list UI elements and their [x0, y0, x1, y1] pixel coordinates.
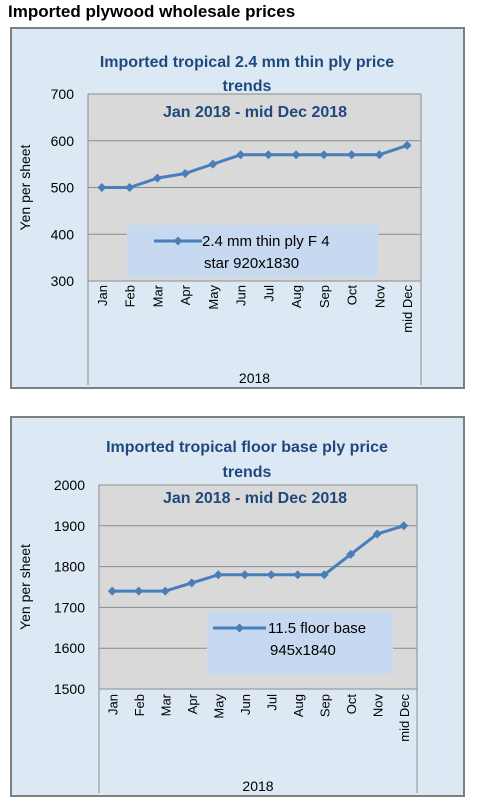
- data-point: [346, 549, 356, 559]
- y-tick-label: 600: [51, 133, 75, 149]
- x-tick-label: May: [211, 694, 226, 719]
- floor-base-chart-svg: Imported tropical floor base ply price tr…: [17, 439, 418, 794]
- y-tick-label: 1500: [54, 681, 85, 697]
- data-point: [240, 570, 250, 580]
- x-tick-label: Sep: [317, 694, 332, 717]
- x-tick-label: Feb: [132, 694, 147, 716]
- legend-label-line-2: star 920x1830: [204, 255, 299, 272]
- x-tick-label: Oct: [345, 285, 360, 306]
- y-tick-label: 300: [51, 273, 75, 289]
- x-tick-label: Jan: [105, 694, 120, 715]
- y-tick-label: 500: [51, 180, 75, 196]
- x-tick-label: Mar: [150, 284, 165, 307]
- page-title: Imported plywood wholesale prices: [8, 2, 296, 21]
- legend-label-line-2: 945x1840: [270, 642, 336, 659]
- y-tick-label: 1900: [54, 518, 85, 534]
- x-tick-label: Jun: [234, 285, 249, 306]
- x-tick-label: Nov: [370, 694, 385, 718]
- thin-ply-chart: Imported tropical 2.4 mm thin ply price t…: [10, 27, 465, 389]
- x-tick-label: Jun: [238, 694, 253, 715]
- x-tick-label: Jul: [261, 285, 276, 302]
- data-point: [263, 150, 273, 160]
- chart-subtitle: Jan 2018 - mid Dec 2018: [163, 490, 347, 507]
- x-tick-label: Apr: [178, 284, 193, 305]
- data-point: [319, 150, 329, 160]
- data-point: [97, 183, 107, 192]
- data-point: [152, 173, 162, 183]
- x-axis-label: 2018: [239, 370, 270, 386]
- x-tick-label: mid Dec: [400, 285, 415, 333]
- data-point: [134, 586, 144, 596]
- x-tick-label: Nov: [372, 285, 387, 309]
- x-tick-label: May: [206, 285, 221, 310]
- y-tick-label: 1800: [54, 559, 85, 575]
- chart-subtitle: Jan 2018 - mid Dec 2018: [163, 104, 347, 121]
- data-point: [372, 529, 382, 539]
- x-tick-label: Mar: [158, 693, 173, 716]
- data-point: [402, 140, 412, 150]
- y-tick-label: 1600: [54, 640, 85, 656]
- data-point: [319, 570, 329, 580]
- data-point: [187, 578, 197, 588]
- data-point: [213, 570, 223, 580]
- x-tick-label: Aug: [289, 285, 304, 308]
- x-axis-label: 2018: [242, 778, 273, 794]
- y-tick-label: 2000: [54, 477, 85, 493]
- floor-base-chart: Imported tropical floor base ply price tr…: [10, 416, 465, 797]
- legend-label: 11.5 floor base: [268, 620, 366, 637]
- series-line: [101, 144, 408, 189]
- y-tick-label: 700: [51, 86, 75, 102]
- data-point: [399, 521, 409, 531]
- data-point: [107, 586, 117, 596]
- legend-box: [207, 612, 393, 674]
- data-point: [125, 183, 135, 192]
- legend-marker: [235, 623, 244, 633]
- chart-title-line-2: trends: [223, 464, 272, 481]
- x-tick-label: Sep: [317, 285, 332, 308]
- chart-title: Imported tropical floor base ply price: [106, 439, 388, 456]
- data-point: [293, 570, 303, 580]
- y-axis-label: Yen per sheet: [17, 544, 33, 630]
- chart-title-line-2: trends: [223, 78, 272, 95]
- data-point: [266, 570, 276, 580]
- data-point: [236, 150, 246, 160]
- data-point: [347, 150, 357, 160]
- y-tick-label: 400: [51, 226, 75, 242]
- legend-label: 2.4 mm thin ply F 4: [202, 233, 330, 250]
- data-point: [291, 150, 301, 160]
- x-tick-label: Apr: [185, 693, 200, 714]
- chart-title: Imported tropical 2.4 mm thin ply price: [100, 54, 394, 71]
- x-tick-label: Jan: [95, 285, 110, 306]
- data-point: [374, 150, 384, 160]
- x-tick-label: mid Dec: [397, 694, 412, 742]
- x-tick-label: Aug: [291, 694, 306, 717]
- y-axis-label: Yen per sheet: [17, 144, 33, 230]
- legend-box: [127, 225, 378, 277]
- x-tick-label: Feb: [123, 285, 138, 307]
- y-tick-label: 1700: [54, 599, 85, 615]
- legend-marker: [173, 236, 183, 246]
- x-tick-label: Jul: [264, 694, 279, 711]
- x-tick-label: Oct: [344, 694, 359, 715]
- thin-ply-chart-svg: Imported tropical 2.4 mm thin ply price t…: [17, 54, 422, 386]
- data-point: [208, 159, 218, 169]
- data-point: [160, 586, 170, 596]
- data-point: [180, 168, 190, 178]
